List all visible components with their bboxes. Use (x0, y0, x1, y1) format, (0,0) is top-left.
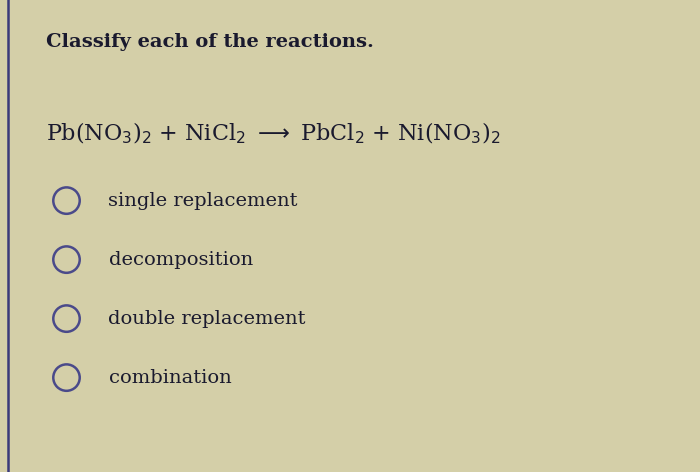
Text: Classify each of the reactions.: Classify each of the reactions. (46, 33, 373, 51)
Text: decomposition: decomposition (108, 251, 253, 269)
Text: double replacement: double replacement (108, 310, 306, 328)
Text: combination: combination (108, 369, 231, 387)
Text: single replacement: single replacement (108, 192, 298, 210)
Text: Pb(NO$_3$)$_2$ + NiCl$_2$ $\longrightarrow$ PbCl$_2$ + Ni(NO$_3$)$_2$: Pb(NO$_3$)$_2$ + NiCl$_2$ $\longrightarr… (46, 120, 500, 145)
